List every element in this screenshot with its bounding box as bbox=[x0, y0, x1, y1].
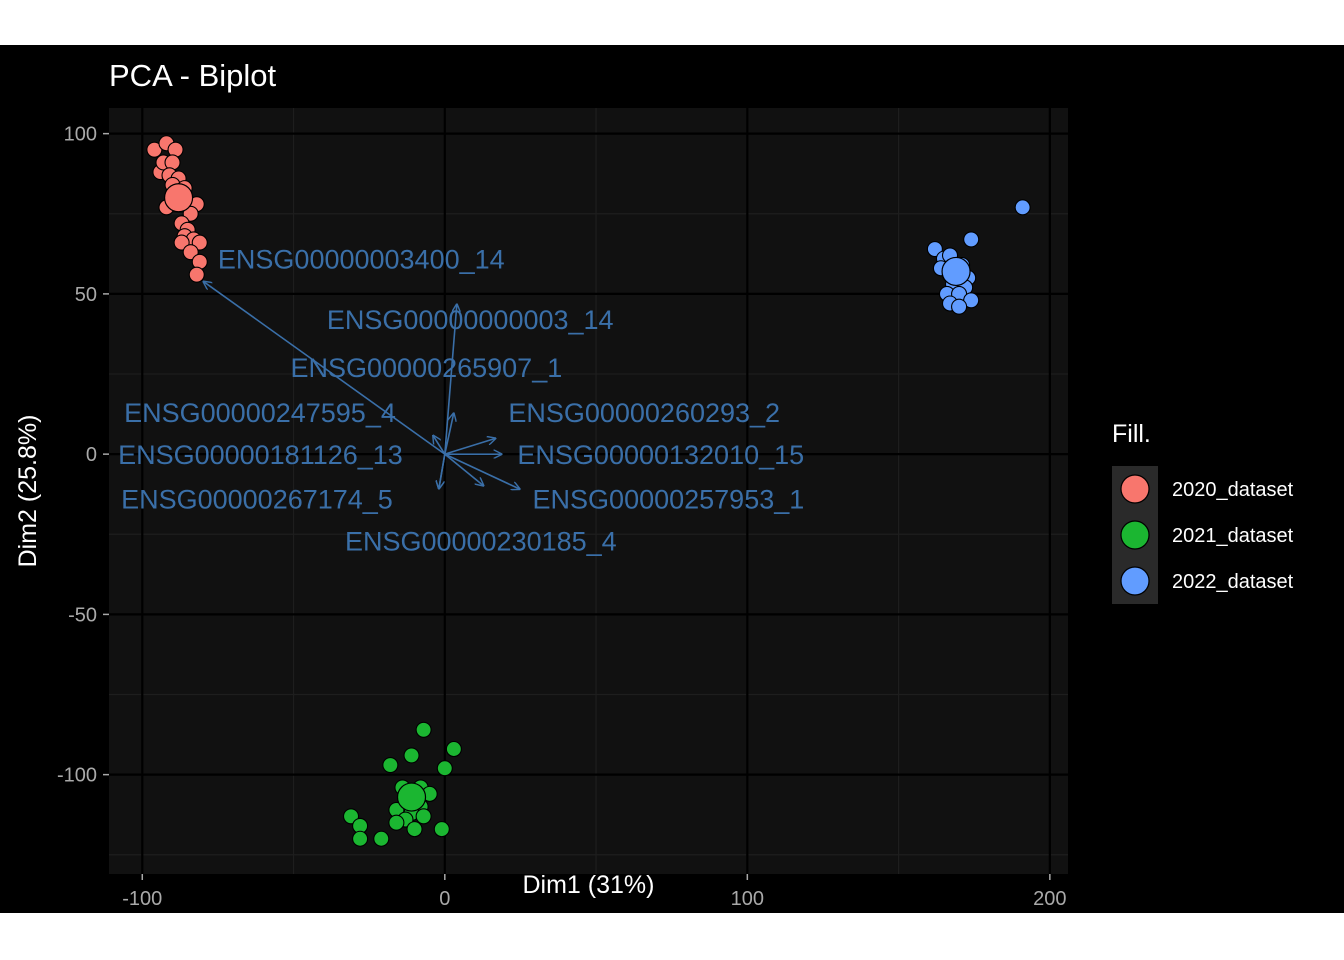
variable-arrow bbox=[444, 453, 521, 489]
variable-label: ENSG00000181126_13 bbox=[118, 440, 403, 470]
variable-label: ENSG00000003400_14 bbox=[218, 244, 505, 274]
variable-arrow bbox=[203, 281, 446, 455]
data-point bbox=[415, 808, 432, 825]
plot-panel bbox=[109, 108, 1068, 874]
data-point bbox=[388, 814, 405, 831]
variable-arrow bbox=[439, 454, 446, 489]
legend-entry-label: 2020_dataset bbox=[1172, 479, 1294, 501]
data-point bbox=[188, 266, 205, 283]
x-axis-label: Dim1 (31%) bbox=[523, 871, 655, 899]
group-centroid bbox=[396, 782, 427, 812]
x-tick-label: 100 bbox=[731, 888, 764, 910]
data-point bbox=[436, 760, 453, 777]
data-point bbox=[352, 830, 369, 847]
data-point bbox=[415, 721, 432, 738]
series-2020_dataset bbox=[146, 135, 208, 283]
data-point bbox=[1014, 199, 1031, 216]
chart-title: PCA - Biplot bbox=[109, 58, 277, 93]
data-point bbox=[373, 830, 390, 847]
variable-label: ENSG00000257953_1 bbox=[533, 485, 805, 515]
variable-label: ENSG00000230185_4 bbox=[345, 526, 617, 556]
data-point bbox=[406, 821, 423, 838]
series-2022_dataset bbox=[926, 199, 1031, 315]
data-point bbox=[445, 740, 462, 758]
y-tick-label: 100 bbox=[64, 124, 97, 146]
legend-key-dot bbox=[1120, 566, 1150, 596]
variable-arrow bbox=[444, 412, 454, 455]
data-point bbox=[433, 821, 450, 838]
variable-arrow bbox=[444, 438, 496, 455]
variable-label: ENSG00000247595_4 bbox=[124, 398, 396, 428]
x-tick-label: -100 bbox=[122, 888, 162, 910]
chart-figure: PCA - Biplot -100 0 100 200 -100 -50 0 50 100 Dim1… bbox=[0, 45, 1344, 913]
variable-label: ENSG00000265907_1 bbox=[291, 353, 563, 383]
data-point bbox=[963, 231, 980, 248]
y-tick-label: 0 bbox=[86, 444, 97, 466]
group-centroid bbox=[163, 183, 194, 213]
y-tick-label: -50 bbox=[68, 604, 97, 626]
variable-arrow bbox=[444, 453, 484, 486]
x-tick-label: 200 bbox=[1033, 888, 1066, 910]
data-point bbox=[951, 298, 968, 315]
y-tick-label: 50 bbox=[75, 284, 97, 306]
variable-arrow bbox=[433, 435, 446, 455]
x-tick-label: 0 bbox=[439, 888, 450, 910]
legend-entry-label: 2022_dataset bbox=[1172, 571, 1294, 593]
legend-title: Fill. bbox=[1112, 420, 1151, 448]
y-tick-label: -100 bbox=[57, 765, 97, 787]
series-2021_dataset bbox=[342, 721, 462, 847]
legend-key-dot bbox=[1120, 520, 1150, 550]
legend-key-dot bbox=[1120, 474, 1150, 504]
pca-biplot-chart: PCA - Biplot -100 0 100 200 -100 -50 0 50 100 Dim1… bbox=[14, 58, 1294, 910]
variable-label: ENSG00000132010_15 bbox=[517, 440, 804, 470]
variable-label: ENSG00000260293_2 bbox=[508, 398, 780, 428]
legend-entry-label: 2021_dataset bbox=[1172, 525, 1294, 547]
variable-label: ENSG00000000003_14 bbox=[327, 305, 614, 335]
group-centroid bbox=[941, 256, 971, 287]
variable-label: ENSG00000267174_5 bbox=[121, 485, 393, 515]
data-point bbox=[382, 756, 399, 774]
y-axis-label: Dim2 (25.8%) bbox=[14, 415, 42, 568]
data-point bbox=[403, 747, 420, 764]
variable-arrow bbox=[444, 304, 457, 455]
